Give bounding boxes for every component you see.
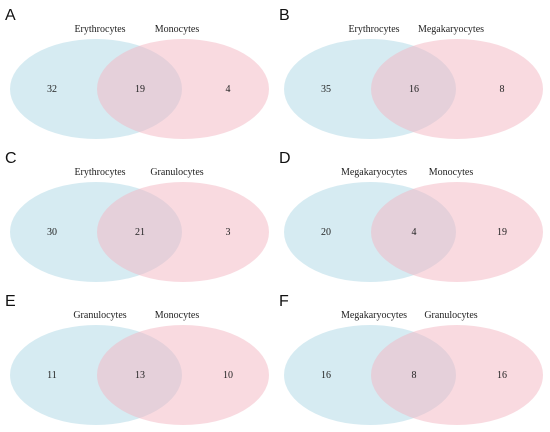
panel-f-right-ellipse [371, 325, 543, 425]
panel-f-left-set-label: Megakaryocytes [341, 310, 407, 321]
panel-e-left-set-label: Granulocytes [73, 310, 126, 321]
panel-c-left-only-count: 30 [47, 227, 57, 238]
panel-f-right-set-label: Granulocytes [424, 310, 477, 321]
panel-b-right-only-count: 8 [500, 84, 505, 95]
panel-c-right-ellipse [97, 182, 269, 282]
panel-a: A Erythrocytes Monocytes 32 19 4 [5, 7, 269, 139]
panel-f: F Megakaryocytes Granulocytes 16 8 16 [279, 293, 543, 425]
panel-a-left-only-count: 32 [47, 84, 57, 95]
panel-b: B Erythrocytes Megakaryocytes 35 16 8 [279, 7, 543, 139]
panel-e: E Granulocytes Monocytes 11 13 10 [5, 293, 269, 425]
panel-d-overlap-count: 4 [412, 227, 417, 238]
panel-a-right-ellipse [97, 39, 269, 139]
panel-b-left-set-label: Erythrocytes [348, 24, 399, 35]
panel-e-right-set-label: Monocytes [155, 310, 200, 321]
panel-c-letter: C [5, 150, 17, 167]
panel-d-right-only-count: 19 [497, 227, 507, 238]
panel-e-overlap-count: 13 [135, 370, 145, 381]
panel-f-left-only-count: 16 [321, 370, 331, 381]
panel-a-right-set-label: Monocytes [155, 24, 200, 35]
panel-b-right-ellipse [371, 39, 543, 139]
panel-f-right-only-count: 16 [497, 370, 507, 381]
panel-d-left-only-count: 20 [321, 227, 331, 238]
panel-a-letter: A [5, 7, 16, 24]
panel-b-right-set-label: Megakaryocytes [418, 24, 484, 35]
panel-b-left-only-count: 35 [321, 84, 331, 95]
panel-c: C Erythrocytes Granulocytes 30 21 3 [5, 150, 269, 282]
panel-d-right-ellipse [371, 182, 543, 282]
panel-f-overlap-count: 8 [412, 370, 417, 381]
panel-d-right-set-label: Monocytes [429, 167, 474, 178]
panel-d-letter: D [279, 150, 291, 167]
panel-e-letter: E [5, 293, 16, 310]
panel-e-right-ellipse [97, 325, 269, 425]
panel-d: D Megakaryocytes Monocytes 20 4 19 [279, 150, 543, 282]
panel-e-left-only-count: 11 [47, 370, 57, 381]
panel-b-letter: B [279, 7, 290, 24]
panel-b-overlap-count: 16 [409, 84, 419, 95]
panel-e-right-only-count: 10 [223, 370, 233, 381]
panel-c-right-set-label: Granulocytes [150, 167, 203, 178]
panel-c-left-set-label: Erythrocytes [74, 167, 125, 178]
panel-a-right-only-count: 4 [226, 84, 231, 95]
panel-a-overlap-count: 19 [135, 84, 145, 95]
panel-c-overlap-count: 21 [135, 227, 145, 238]
panel-f-letter: F [279, 293, 289, 310]
panel-c-right-only-count: 3 [226, 227, 231, 238]
panel-a-left-set-label: Erythrocytes [74, 24, 125, 35]
panel-d-left-set-label: Megakaryocytes [341, 167, 407, 178]
